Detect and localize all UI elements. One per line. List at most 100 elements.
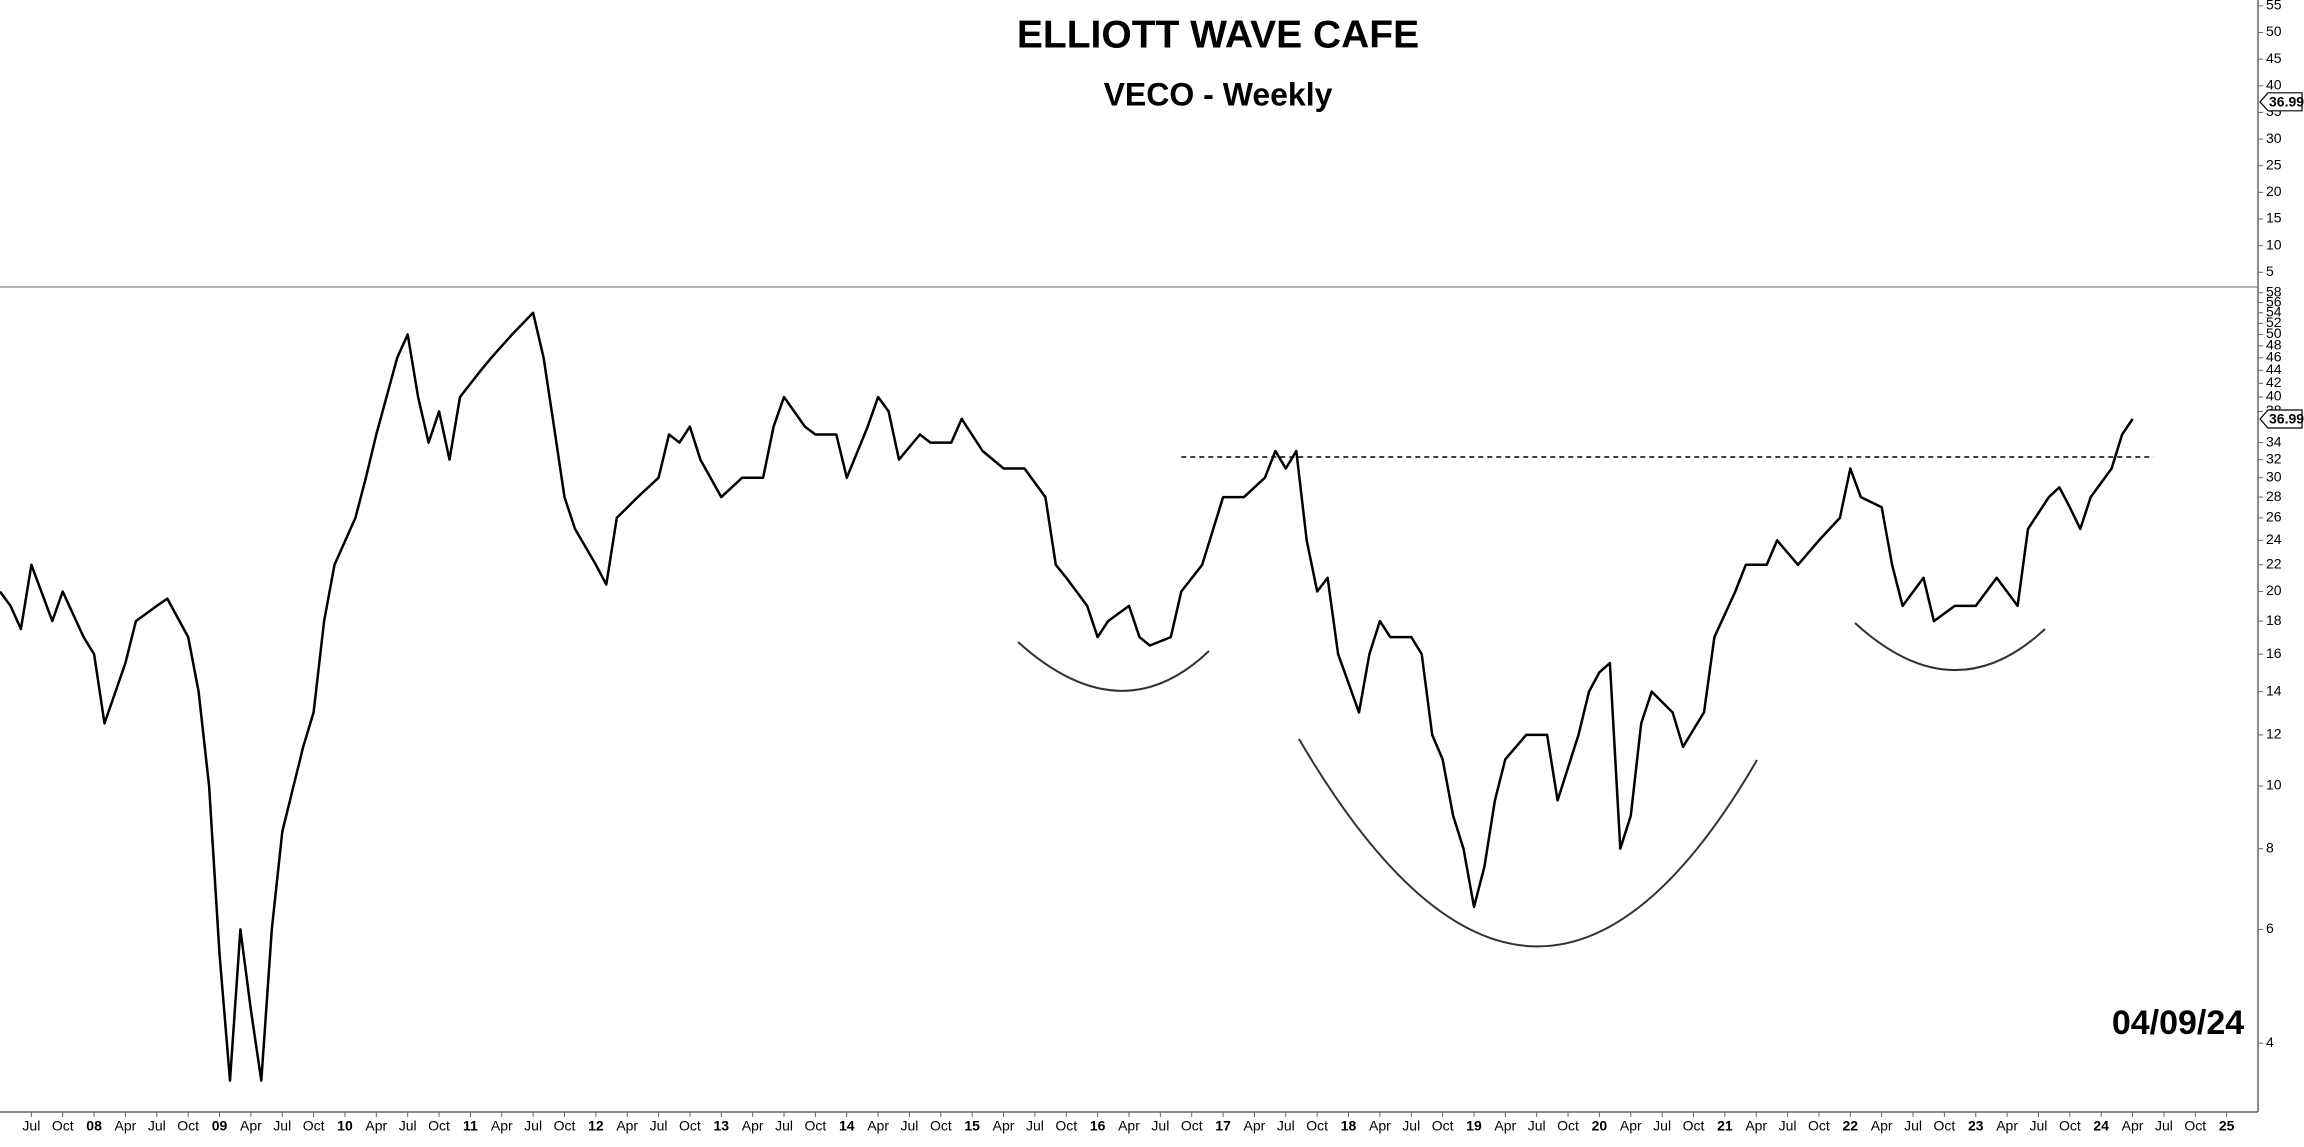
y-tick-label: 44 bbox=[2266, 361, 2282, 377]
pattern-arc bbox=[1298, 738, 1758, 948]
x-tick-label: Apr bbox=[1745, 1118, 1767, 1134]
x-tick-label: Jul bbox=[1528, 1118, 1546, 1134]
x-tick-label: 15 bbox=[964, 1118, 980, 1134]
x-tick-label: Apr bbox=[616, 1118, 638, 1134]
x-tick-label: Oct bbox=[1432, 1118, 1454, 1134]
x-tick-label: Oct bbox=[679, 1118, 701, 1134]
x-tick-label: 23 bbox=[1968, 1118, 1984, 1134]
x-tick-label: Apr bbox=[1620, 1118, 1642, 1134]
x-tick-label: 11 bbox=[463, 1118, 478, 1134]
chart-subtitle: VECO - Weekly bbox=[1104, 76, 1333, 112]
x-tick-label: Oct bbox=[1055, 1118, 1077, 1134]
x-tick-label: Jul bbox=[22, 1118, 40, 1134]
y-tick-label: 40 bbox=[2266, 76, 2282, 92]
x-tick-label: 20 bbox=[1592, 1118, 1608, 1134]
y-tick-label: 54 bbox=[2266, 304, 2282, 320]
x-tick-label: Apr bbox=[1871, 1118, 1893, 1134]
x-tick-label: Jul bbox=[1026, 1118, 1044, 1134]
x-tick-label: Jul bbox=[1653, 1118, 1671, 1134]
x-tick-label: Oct bbox=[177, 1118, 199, 1134]
last-value-label: 36.99 bbox=[2269, 94, 2304, 110]
x-tick-label: Jul bbox=[1277, 1118, 1295, 1134]
y-tick-label: 18 bbox=[2266, 612, 2282, 628]
x-tick-label: Apr bbox=[993, 1118, 1015, 1134]
x-tick-label: Apr bbox=[1118, 1118, 1140, 1134]
y-tick-label: 26 bbox=[2266, 509, 2282, 525]
x-tick-label: Oct bbox=[1683, 1118, 1705, 1134]
y-tick-label: 15 bbox=[2266, 210, 2282, 226]
x-tick-label: Oct bbox=[2184, 1118, 2206, 1134]
x-tick-label: Jul bbox=[775, 1118, 793, 1134]
y-tick-label: 40 bbox=[2266, 388, 2282, 404]
x-tick-label: 21 bbox=[1717, 1118, 1733, 1134]
x-tick-label: 10 bbox=[337, 1118, 353, 1134]
x-tick-label: Jul bbox=[1402, 1118, 1420, 1134]
y-tick-label: 56 bbox=[2266, 293, 2282, 309]
x-tick-label: 14 bbox=[839, 1118, 855, 1134]
x-tick-label: Oct bbox=[930, 1118, 952, 1134]
x-tick-label: Apr bbox=[365, 1118, 387, 1134]
x-tick-label: 17 bbox=[1215, 1118, 1231, 1134]
x-tick-label: Apr bbox=[1369, 1118, 1391, 1134]
last-value-label: 36.99 bbox=[2269, 411, 2304, 427]
y-tick-label: 22 bbox=[2266, 555, 2282, 571]
x-tick-label: 09 bbox=[212, 1118, 228, 1134]
x-tick-label: 25 bbox=[2219, 1118, 2235, 1134]
x-tick-label: Oct bbox=[1808, 1118, 1830, 1134]
x-tick-label: 16 bbox=[1090, 1118, 1106, 1134]
x-tick-label: Jul bbox=[650, 1118, 668, 1134]
x-tick-label: Jul bbox=[273, 1118, 291, 1134]
last-value-tag bbox=[2259, 409, 2303, 429]
last-value-tag bbox=[2259, 92, 2303, 112]
x-tick-label: Oct bbox=[1557, 1118, 1579, 1134]
x-tick-label: Apr bbox=[115, 1118, 137, 1134]
x-tick-label: Oct bbox=[52, 1118, 74, 1134]
x-tick-label: Apr bbox=[1494, 1118, 1516, 1134]
x-tick-label: 22 bbox=[1843, 1118, 1859, 1134]
y-tick-label: 30 bbox=[2266, 130, 2282, 146]
y-tick-label: 50 bbox=[2266, 325, 2282, 341]
x-tick-label: Apr bbox=[240, 1118, 262, 1134]
x-tick-label: Jul bbox=[2030, 1118, 2048, 1134]
price-line bbox=[0, 311, 2134, 1082]
y-tick-label: 30 bbox=[2266, 468, 2282, 484]
x-tick-label: Jul bbox=[399, 1118, 417, 1134]
x-tick-label: Jul bbox=[1779, 1118, 1797, 1134]
x-tick-label: Oct bbox=[1181, 1118, 1203, 1134]
y-tick-label: 4 bbox=[2266, 1034, 2274, 1050]
x-tick-label: Oct bbox=[1306, 1118, 1328, 1134]
y-tick-label: 8 bbox=[2266, 839, 2274, 855]
x-tick-label: 13 bbox=[714, 1118, 730, 1134]
y-tick-label: 16 bbox=[2266, 645, 2282, 661]
y-tick-label: 50 bbox=[2266, 23, 2282, 39]
x-tick-label: Jul bbox=[901, 1118, 919, 1134]
y-tick-label: 12 bbox=[2266, 726, 2282, 742]
y-tick-label: 20 bbox=[2266, 183, 2282, 199]
x-tick-label: Apr bbox=[1244, 1118, 1266, 1134]
date-annotation: 04/09/24 bbox=[2112, 1004, 2244, 1042]
x-tick-label: Jul bbox=[148, 1118, 166, 1134]
y-tick-label: 34 bbox=[2266, 433, 2282, 449]
x-tick-label: Jul bbox=[1151, 1118, 1169, 1134]
y-tick-label: 24 bbox=[2266, 531, 2282, 547]
x-tick-label: 18 bbox=[1341, 1118, 1357, 1134]
y-tick-label: 5 bbox=[2266, 263, 2274, 279]
y-tick-label: 14 bbox=[2266, 682, 2282, 698]
y-tick-label: 42 bbox=[2266, 374, 2282, 390]
x-tick-label: Oct bbox=[554, 1118, 576, 1134]
y-tick-label: 20 bbox=[2266, 582, 2282, 598]
x-tick-label: Oct bbox=[303, 1118, 325, 1134]
pattern-arc bbox=[1854, 622, 2046, 671]
x-tick-label: Apr bbox=[2122, 1118, 2144, 1134]
x-tick-label: Apr bbox=[1996, 1118, 2018, 1134]
x-tick-label: 12 bbox=[588, 1118, 604, 1134]
y-tick-label: 45 bbox=[2266, 50, 2282, 66]
x-tick-label: Oct bbox=[2059, 1118, 2081, 1134]
x-tick-label: Jul bbox=[2155, 1118, 2173, 1134]
y-tick-label: 10 bbox=[2266, 777, 2282, 793]
x-tick-label: Oct bbox=[1933, 1118, 1955, 1134]
x-tick-label: Oct bbox=[428, 1118, 450, 1134]
x-tick-label: Jul bbox=[524, 1118, 542, 1134]
